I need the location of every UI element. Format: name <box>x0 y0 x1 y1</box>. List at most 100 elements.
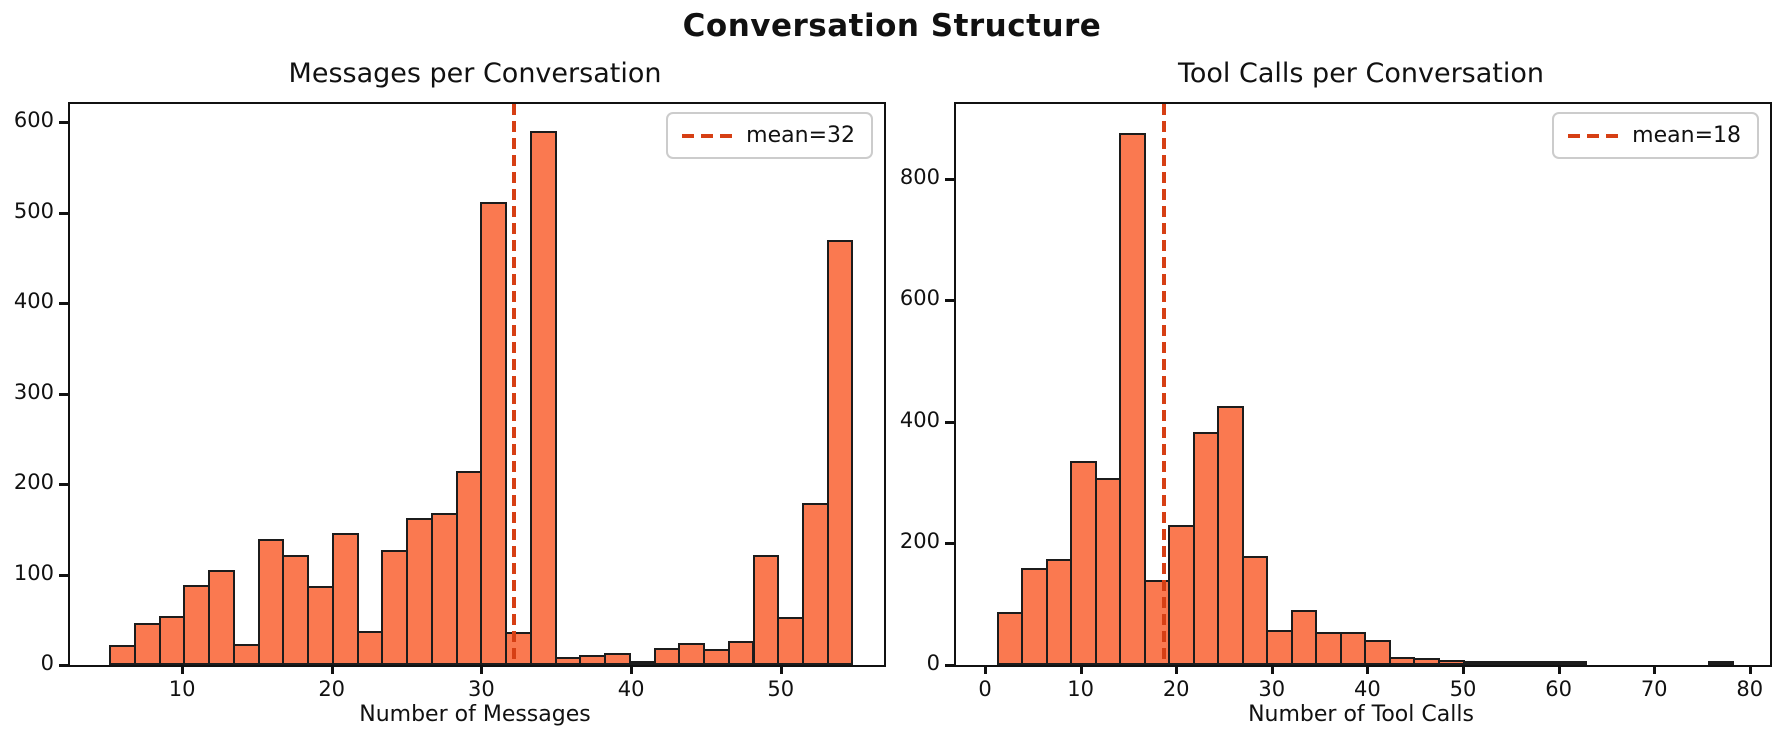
y-tick-label: 600 <box>13 108 54 133</box>
histogram-bar <box>1168 525 1195 665</box>
x-tick-label: 20 <box>318 677 346 701</box>
histogram-bar <box>331 532 359 665</box>
histogram-bar <box>480 201 508 665</box>
x-tick <box>1653 665 1657 674</box>
y-tick <box>59 483 68 486</box>
x-tick-label: 30 <box>468 677 495 701</box>
histogram-bar <box>1462 661 1489 665</box>
x-tick <box>630 665 634 674</box>
histogram-bar <box>1266 629 1293 665</box>
y-tick <box>945 177 954 181</box>
y-tick <box>59 664 68 667</box>
histogram-bar <box>356 630 384 665</box>
histogram-bar <box>727 640 755 665</box>
histogram-bar <box>1241 555 1269 665</box>
y-tick-label: 600 <box>899 286 940 311</box>
histogram-bar <box>604 653 631 665</box>
histogram-bar <box>1438 659 1465 665</box>
mean-line <box>1161 104 1166 665</box>
x-axis-label: Number of Messages <box>359 702 591 727</box>
axes-area <box>954 102 1772 667</box>
x-tick-label: 60 <box>1545 677 1572 701</box>
x-tick <box>1748 665 1752 674</box>
x-tick-label: 20 <box>1162 677 1190 701</box>
mean-line <box>512 104 517 665</box>
x-tick <box>779 665 783 674</box>
x-tick <box>1462 665 1465 674</box>
histogram-bar <box>183 584 211 665</box>
x-tick <box>1557 665 1561 674</box>
x-tick <box>330 665 334 674</box>
y-tick-label: 0 <box>926 651 940 675</box>
histogram-bar <box>1339 631 1367 665</box>
histogram-bar <box>381 550 409 665</box>
histogram-bar <box>1217 405 1244 665</box>
histogram-bar <box>430 513 458 665</box>
histogram-bar <box>1290 610 1318 665</box>
histogram-bar <box>1119 133 1146 665</box>
histogram-bar <box>826 239 854 665</box>
histogram-bar <box>1094 477 1122 665</box>
y-tick-label: 500 <box>13 198 54 223</box>
histogram-bar <box>232 644 260 665</box>
y-tick <box>59 302 68 306</box>
histogram-bar <box>777 617 804 665</box>
plot-title: Messages per Conversation <box>288 58 662 89</box>
legend-label: mean=32 <box>746 123 855 148</box>
histogram-bar <box>158 616 186 665</box>
mean-line-legend-swatch <box>1568 133 1619 138</box>
histogram-bar <box>1315 631 1342 665</box>
histogram-bar <box>1511 661 1538 665</box>
y-tick-label: 300 <box>13 379 54 404</box>
histogram-bar <box>653 647 681 665</box>
x-tick <box>1079 665 1083 674</box>
histogram-bar <box>1143 579 1171 665</box>
x-tick-label: 40 <box>1354 677 1381 701</box>
plot-title: Tool Calls per Conversation <box>1177 58 1545 89</box>
x-tick <box>1270 665 1274 674</box>
x-tick-label: 40 <box>617 677 645 701</box>
histogram-bar <box>678 643 705 665</box>
histogram-bar <box>505 632 532 665</box>
x-tick-label: 10 <box>168 677 196 701</box>
histogram-bar <box>1192 432 1220 665</box>
y-tick <box>59 392 68 396</box>
x-tick <box>1175 665 1179 674</box>
x-tick-label: 70 <box>1640 677 1668 701</box>
histogram-bar <box>1560 661 1588 665</box>
y-tick <box>59 573 68 577</box>
histogram-bar <box>802 503 829 665</box>
mean-line-legend-swatch <box>682 133 733 138</box>
x-axis-label: Number of Tool Calls <box>1248 702 1474 727</box>
axes-area <box>68 102 886 667</box>
histogram-bar <box>579 655 606 665</box>
y-tick-label: 800 <box>899 164 940 189</box>
histogram-bar <box>406 517 433 665</box>
y-tick <box>945 542 954 546</box>
y-tick <box>945 664 954 667</box>
histogram-bar <box>1364 639 1391 665</box>
histogram-bar <box>1021 567 1048 665</box>
plot-0: Messages per Conversation mean=32 Number… <box>14 58 886 727</box>
histogram-bar <box>1070 461 1097 665</box>
histogram-bar <box>307 586 334 665</box>
x-tick <box>181 665 185 674</box>
y-tick <box>59 211 68 215</box>
figure-title: Conversation Structure <box>682 8 1102 44</box>
histogram-bar <box>1707 661 1735 665</box>
y-tick <box>945 299 954 303</box>
y-tick-label: 400 <box>899 407 940 432</box>
histogram-bar <box>996 611 1023 665</box>
x-tick-label: 10 <box>1067 677 1094 701</box>
histogram-bar <box>134 623 161 665</box>
legend-label: mean=18 <box>1632 123 1741 148</box>
y-tick <box>945 420 954 424</box>
x-tick <box>1366 665 1370 674</box>
x-tick <box>480 665 484 674</box>
x-tick-label: 50 <box>767 677 795 701</box>
x-tick-label: 30 <box>1258 677 1286 701</box>
x-tick <box>984 665 987 674</box>
y-tick-label: 200 <box>13 470 54 494</box>
x-tick-label: 50 <box>1449 677 1477 701</box>
